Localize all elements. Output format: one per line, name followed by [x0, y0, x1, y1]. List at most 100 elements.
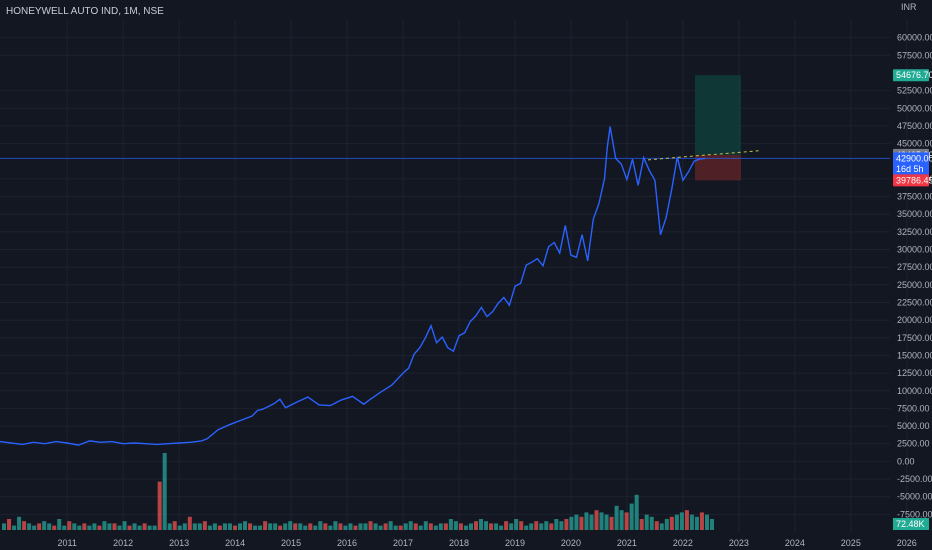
volume-bar — [463, 525, 468, 530]
time-axis[interactable]: 2011 2012 2013 2014 2015 2016 2017 2018 2019 2020… — [57, 538, 916, 548]
volume-bar — [313, 525, 318, 530]
volume-bar — [669, 516, 674, 530]
volume-bar — [559, 521, 564, 530]
volume-bar — [519, 521, 524, 530]
volume-bar — [22, 521, 27, 530]
volume-bar — [353, 525, 358, 530]
volume-bar — [569, 516, 574, 530]
volume-bar — [458, 523, 463, 530]
volume-bar — [182, 523, 187, 530]
x-tick-label: 2023 — [729, 538, 749, 548]
volume-bar — [127, 525, 132, 530]
volume-bar — [258, 525, 263, 530]
volume-bar — [318, 521, 323, 530]
volume-bar — [504, 521, 509, 530]
volume-bar — [418, 525, 423, 530]
x-tick-label: 2019 — [505, 538, 525, 548]
x-tick-label: 2012 — [113, 538, 133, 548]
volume-bar — [17, 516, 22, 530]
volume-bar — [363, 523, 368, 530]
volume-bar — [468, 523, 473, 530]
x-tick-label: 2021 — [617, 538, 637, 548]
volume-bar — [232, 525, 237, 530]
y-tick-label: 20000.00 — [897, 315, 932, 325]
volume-bar — [72, 523, 77, 530]
x-tick-label: 2016 — [337, 538, 357, 548]
volume-bar — [674, 514, 679, 530]
volume-bar — [614, 505, 619, 530]
volume-bar — [524, 525, 529, 530]
volume-bar — [288, 521, 293, 530]
volume-bar — [192, 523, 197, 530]
volume-bar — [227, 523, 232, 530]
y-tick-label: 0.00 — [897, 456, 915, 466]
volume-bar — [544, 521, 549, 530]
volume-bar — [212, 523, 217, 530]
trend-line-dashed[interactable] — [647, 150, 761, 161]
position-zones[interactable] — [0, 75, 890, 181]
volume-bar — [142, 523, 147, 530]
y-tick-label: 25000.00 — [897, 280, 932, 290]
volume-bar — [137, 525, 142, 530]
volume-bar — [383, 523, 388, 530]
volume-bar — [37, 523, 42, 530]
x-tick-label: 2025 — [841, 538, 861, 548]
y-tick-label: 50000.00 — [897, 103, 932, 113]
volume-bar — [162, 453, 167, 530]
volume-bar — [268, 523, 273, 530]
volume-bar — [2, 523, 7, 530]
volume-bar — [509, 523, 514, 530]
volume-bar — [443, 523, 448, 530]
volume-bar — [243, 521, 248, 530]
volume-bar — [187, 516, 192, 530]
volume-bar — [308, 523, 313, 530]
volume-bar — [654, 521, 659, 530]
volume-bar — [453, 521, 458, 530]
volume-bar — [87, 525, 92, 530]
volume-bar — [248, 523, 253, 530]
volume-bar — [32, 525, 37, 530]
target-zone[interactable] — [695, 75, 741, 155]
volume-bar — [629, 503, 634, 530]
volume-bar — [283, 523, 288, 530]
volume-bar — [594, 510, 599, 530]
volume-bar — [554, 519, 559, 530]
volume-bar — [403, 523, 408, 530]
volume-bar — [62, 525, 67, 530]
countdown-tag: 16d 5h — [896, 164, 924, 174]
volume-bar — [408, 521, 413, 530]
volume-bar — [584, 512, 589, 530]
volume-bar — [479, 519, 484, 530]
volume-bar — [52, 525, 57, 530]
y-tick-label: 35000.00 — [897, 209, 932, 219]
y-tick-label: 47500.00 — [897, 121, 932, 131]
volume-bar — [664, 519, 669, 530]
volume-tag-bg — [893, 518, 929, 530]
volume-bar — [529, 523, 534, 530]
volume-bar — [358, 523, 363, 530]
x-tick-label: 2014 — [225, 538, 245, 548]
volume-bar — [42, 521, 47, 530]
y-tick-label: 17500.00 — [897, 333, 932, 343]
target-price-tag: 54676.70 — [896, 70, 932, 80]
volume-bar — [177, 525, 182, 530]
x-tick-label: 2018 — [449, 538, 469, 548]
volume-bar — [7, 519, 12, 530]
volume-bar — [589, 514, 594, 530]
volume-bar — [489, 523, 494, 530]
y-tick-label: 45000.00 — [897, 139, 932, 149]
volume-bar — [694, 516, 699, 530]
volume-bar — [599, 512, 604, 530]
volume-bar — [634, 494, 639, 530]
volume-bar — [649, 516, 654, 530]
volume-bar — [659, 523, 664, 530]
last-price-tag-bg — [893, 152, 929, 165]
volume-bar — [709, 519, 714, 530]
volume-bar — [152, 525, 157, 530]
volume-bar — [12, 525, 17, 530]
y-tick-label: -7500.00 — [897, 509, 932, 519]
price-line — [0, 126, 706, 446]
volume-bar — [298, 523, 303, 530]
chart-title: HONEYWELL AUTO IND, 1M, NSE — [6, 6, 164, 17]
